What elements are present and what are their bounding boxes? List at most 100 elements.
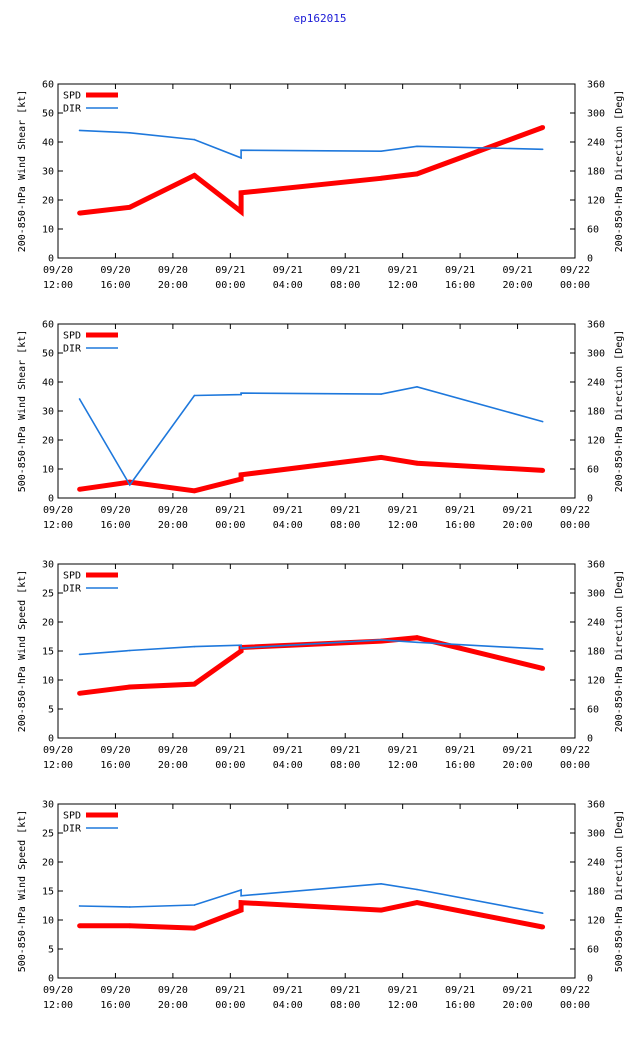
y-right-tick-label: 60 [587, 465, 599, 476]
y-right-axis-title: 500-850-hPa Direction [Deg] [614, 810, 625, 973]
y-right-tick-label: 240 [587, 138, 605, 149]
data-point-spd [77, 486, 82, 492]
data-point-spd [192, 681, 197, 687]
x-tick-date-label: 09/20 [100, 745, 130, 756]
data-point-dir [78, 129, 81, 132]
x-tick-time-label: 08:00 [330, 1000, 360, 1011]
y-left-tick-label: 20 [42, 618, 54, 629]
y-left-tick-label: 20 [42, 436, 54, 447]
chart-panel-1: 0 10 20 30 40 50 60 0 60 120 180 240 300 360 09/20 12:0… [17, 80, 625, 292]
data-point-spd [77, 690, 82, 696]
chart-panel-3: 05101520253006012018024030036009/2012:00… [17, 560, 625, 772]
y-right-tick-label: 360 [587, 320, 605, 331]
x-tick-date-label: 09/21 [503, 265, 533, 276]
series-line-dir [79, 882, 543, 914]
data-point-spd [540, 125, 546, 130]
data-point-spd [192, 488, 197, 494]
series-line-dir [78, 385, 543, 487]
y-left-tick-label: 25 [42, 589, 54, 600]
x-tick-date-label: 09/20 [100, 985, 130, 996]
x-tick-date-label: 09/20 [43, 265, 73, 276]
x-tick-time-label: 04:00 [273, 1000, 303, 1011]
data-point-spd [378, 175, 384, 181]
x-tick-time-label: 20:00 [158, 760, 188, 771]
x-tick-date-label: 09/20 [158, 745, 188, 756]
y-right-axis-title: 200-850-hPa Direction [Deg] [614, 330, 625, 493]
data-point-spd [238, 209, 244, 215]
x-tick-date-label: 09/22 [560, 745, 590, 756]
x-tick-time-label: 20:00 [503, 520, 533, 531]
data-point-spd [238, 190, 244, 196]
data-point-dir [240, 157, 242, 159]
data-point-spd [127, 204, 133, 210]
x-tick-time-label: 12:00 [43, 760, 73, 771]
plot-frame [57, 83, 576, 259]
legend-label-spd: SPD [63, 91, 81, 102]
data-point-dir [240, 393, 242, 396]
data-point-dir [129, 484, 131, 486]
y-right-tick-label: 0 [587, 494, 593, 505]
data-point-spd [238, 472, 244, 478]
x-tick-time-label: 20:00 [503, 1000, 533, 1011]
x-tick-date-label: 09/21 [445, 265, 475, 276]
series-line-spd [79, 899, 544, 931]
y-right-tick-label: 240 [587, 378, 605, 389]
y-left-tick-label: 30 [42, 407, 54, 418]
data-point-dir [541, 648, 544, 650]
data-point-dir [193, 138, 196, 141]
data-point-spd [540, 666, 546, 671]
x-tick-time-label: 16:00 [445, 760, 475, 771]
y-right-tick-label: 360 [587, 800, 605, 811]
x-tick-date-label: 09/21 [388, 745, 418, 756]
x-tick-time-label: 04:00 [273, 760, 303, 771]
y-right-tick-label: 0 [587, 734, 593, 745]
data-point-dir [78, 905, 81, 907]
y-left-axis-title: 500-850-hPa Wind Shear [kt] [17, 330, 28, 493]
y-left-tick-label: 50 [42, 109, 54, 120]
y-left-tick-label: 15 [42, 887, 54, 898]
data-point-dir [193, 645, 196, 648]
legend-label-spd: SPD [63, 571, 81, 582]
y-right-tick-label: 120 [587, 196, 605, 207]
x-tick-time-label: 04:00 [273, 520, 303, 531]
x-tick-time-label: 08:00 [330, 520, 360, 531]
legend-label-dir: DIR [63, 824, 82, 835]
x-tick-time-label: 16:00 [445, 1000, 475, 1011]
y-left-axis-title: 500-850-hPa Wind Speed [kt] [17, 810, 28, 973]
x-tick-time-label: 04:00 [273, 280, 303, 291]
x-tick-date-label: 09/21 [330, 985, 360, 996]
data-point-spd [540, 468, 546, 473]
x-tick-date-label: 09/20 [43, 985, 73, 996]
y-left-tick-label: 40 [42, 378, 54, 389]
x-tick-date-label: 09/20 [100, 505, 130, 516]
y-right-tick-label: 300 [587, 349, 605, 360]
x-tick-time-label: 00:00 [215, 760, 245, 771]
x-tick-time-label: 12:00 [388, 280, 418, 291]
y-left-tick-label: 0 [48, 734, 54, 745]
x-tick-time-label: 00:00 [560, 280, 590, 291]
x-tick-date-label: 09/21 [388, 505, 418, 516]
y-left-tick-label: 5 [48, 705, 54, 716]
data-point-dir [240, 392, 242, 394]
x-tick-time-label: 08:00 [330, 760, 360, 771]
y-left-tick-label: 50 [42, 349, 54, 360]
x-tick-date-label: 09/20 [158, 265, 188, 276]
x-tick-time-label: 00:00 [215, 1000, 245, 1011]
data-point-spd [238, 648, 244, 654]
data-point-dir [380, 639, 382, 641]
y-left-tick-label: 40 [42, 138, 54, 149]
x-tick-time-label: 20:00 [158, 280, 188, 291]
x-tick-time-label: 20:00 [503, 760, 533, 771]
x-tick-date-label: 09/20 [158, 505, 188, 516]
data-point-spd [378, 907, 384, 913]
page-title: ep162015 [293, 12, 347, 25]
data-point-dir [416, 145, 418, 148]
y-right-tick-label: 0 [587, 254, 593, 265]
x-tick-date-label: 09/20 [43, 745, 73, 756]
data-point-spd [378, 455, 384, 460]
x-tick-time-label: 16:00 [100, 1000, 130, 1011]
data-point-dir [240, 647, 242, 649]
y-left-tick-label: 30 [42, 800, 54, 811]
x-tick-time-label: 16:00 [100, 520, 130, 531]
